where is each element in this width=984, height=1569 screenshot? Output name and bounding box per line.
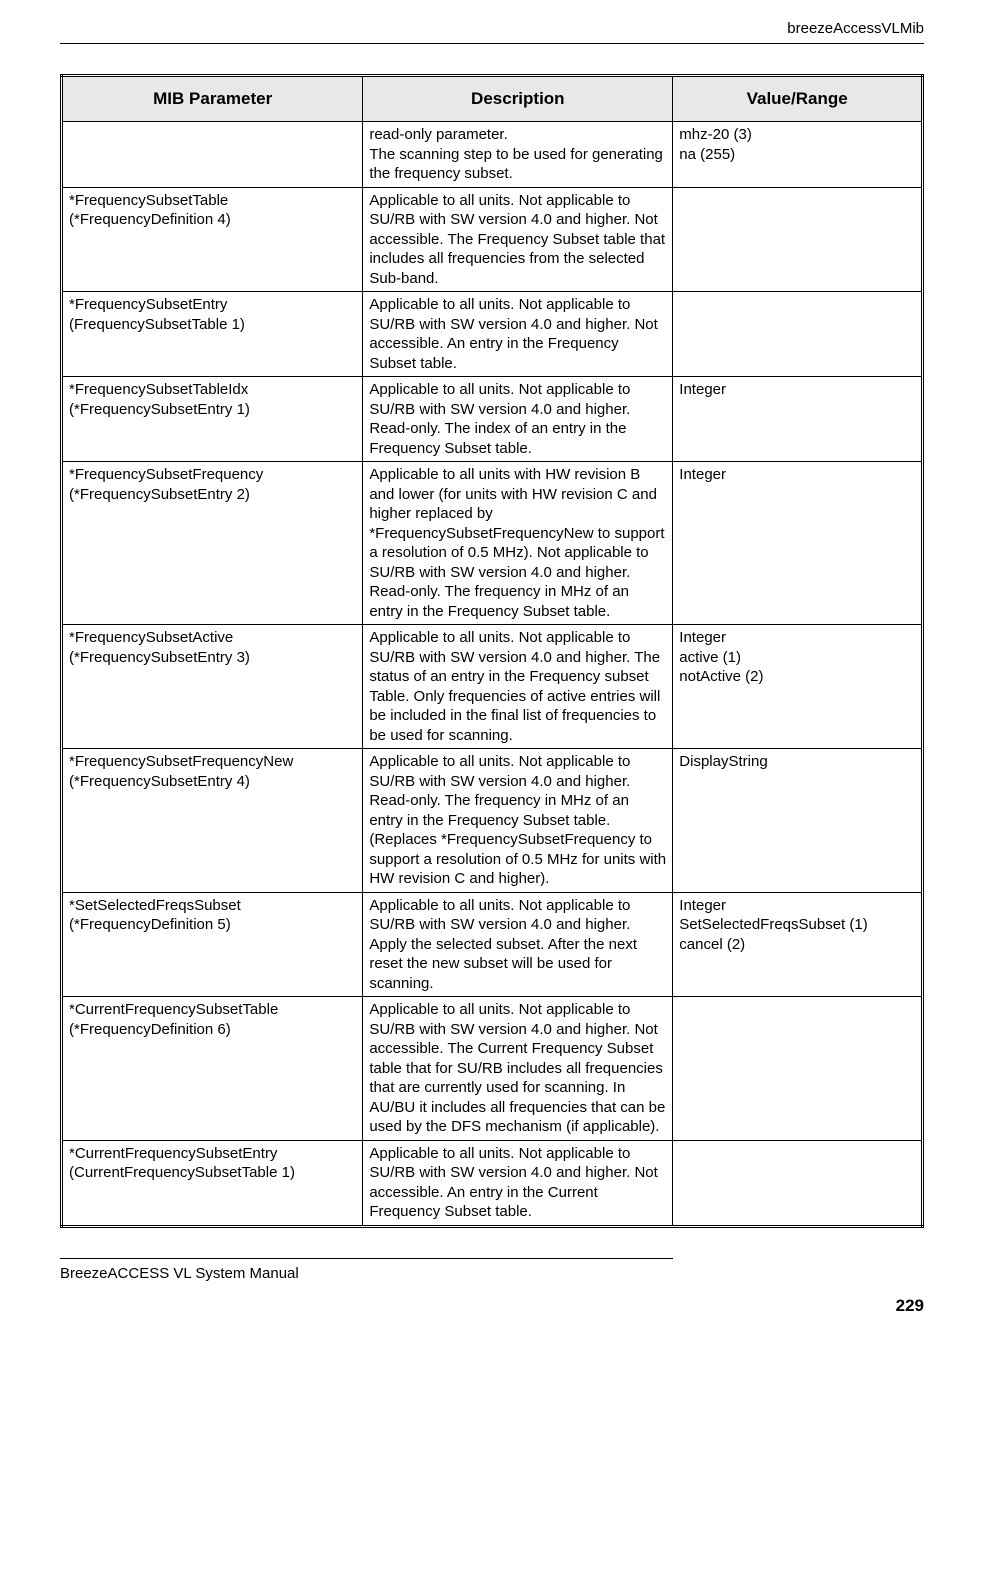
cell-parameter: *FrequencySubsetFrequencyNew (*Frequency… — [62, 749, 363, 893]
cell-description: Applicable to all units. Not applicable … — [363, 292, 673, 377]
cell-description: Applicable to all units. Not applicable … — [363, 187, 673, 292]
cell-description: read-only parameter. The scanning step t… — [363, 122, 673, 188]
cell-parameter: *FrequencySubsetEntry (FrequencySubsetTa… — [62, 292, 363, 377]
cell-parameter: *FrequencySubsetTableIdx (*FrequencySubs… — [62, 377, 363, 462]
col-header-description: Description — [363, 76, 673, 122]
table-row: *FrequencySubsetTable (*FrequencyDefinit… — [62, 187, 923, 292]
cell-value: DisplayString — [673, 749, 923, 893]
section-title: breezeAccessVLMib — [60, 20, 924, 37]
cell-value — [673, 1140, 923, 1226]
manual-name: BreezeACCESS VL System Manual — [60, 1265, 299, 1282]
cell-parameter: *FrequencySubsetFrequency (*FrequencySub… — [62, 462, 363, 625]
table-row: *CurrentFrequencySubsetEntry (CurrentFre… — [62, 1140, 923, 1226]
cell-value: mhz-20 (3) na (255) — [673, 122, 923, 188]
cell-parameter — [62, 122, 363, 188]
cell-description: Applicable to all units. Not applicable … — [363, 892, 673, 997]
col-header-value: Value/Range — [673, 76, 923, 122]
cell-description: Applicable to all units. Not applicable … — [363, 749, 673, 893]
cell-description: Applicable to all units. Not applicable … — [363, 377, 673, 462]
table-header-row: MIB Parameter Description Value/Range — [62, 76, 923, 122]
table-row: *FrequencySubsetFrequencyNew (*Frequency… — [62, 749, 923, 893]
cell-value — [673, 292, 923, 377]
cell-description: Applicable to all units with HW revision… — [363, 462, 673, 625]
cell-value: Integer active (1) notActive (2) — [673, 625, 923, 749]
mib-parameters-table: MIB Parameter Description Value/Range re… — [60, 74, 924, 1228]
table-row: *FrequencySubsetTableIdx (*FrequencySubs… — [62, 377, 923, 462]
table-row: read-only parameter. The scanning step t… — [62, 122, 923, 188]
cell-parameter: *SetSelectedFreqsSubset (*FrequencyDefin… — [62, 892, 363, 997]
table-row: *FrequencySubsetActive (*FrequencySubset… — [62, 625, 923, 749]
cell-description: Applicable to all units. Not applicable … — [363, 997, 673, 1141]
cell-value — [673, 997, 923, 1141]
cell-value: Integer SetSelectedFreqsSubset (1) cance… — [673, 892, 923, 997]
cell-value: Integer — [673, 462, 923, 625]
table-row: *CurrentFrequencySubsetTable (*Frequency… — [62, 997, 923, 1141]
cell-value: Integer — [673, 377, 923, 462]
cell-description: Applicable to all units. Not applicable … — [363, 1140, 673, 1226]
footer-divider — [60, 1258, 673, 1259]
cell-value — [673, 187, 923, 292]
cell-parameter: *CurrentFrequencySubsetTable (*Frequency… — [62, 997, 363, 1141]
table-row: *FrequencySubsetEntry (FrequencySubsetTa… — [62, 292, 923, 377]
cell-parameter: *CurrentFrequencySubsetEntry (CurrentFre… — [62, 1140, 363, 1226]
page-number: 229 — [60, 1296, 924, 1316]
cell-parameter: *FrequencySubsetActive (*FrequencySubset… — [62, 625, 363, 749]
header-divider — [60, 43, 924, 44]
col-header-parameter: MIB Parameter — [62, 76, 363, 122]
cell-description: Applicable to all units. Not applicable … — [363, 625, 673, 749]
table-row: *SetSelectedFreqsSubset (*FrequencyDefin… — [62, 892, 923, 997]
table-row: *FrequencySubsetFrequency (*FrequencySub… — [62, 462, 923, 625]
footer: BreezeACCESS VL System Manual — [60, 1265, 924, 1282]
cell-parameter: *FrequencySubsetTable (*FrequencyDefinit… — [62, 187, 363, 292]
